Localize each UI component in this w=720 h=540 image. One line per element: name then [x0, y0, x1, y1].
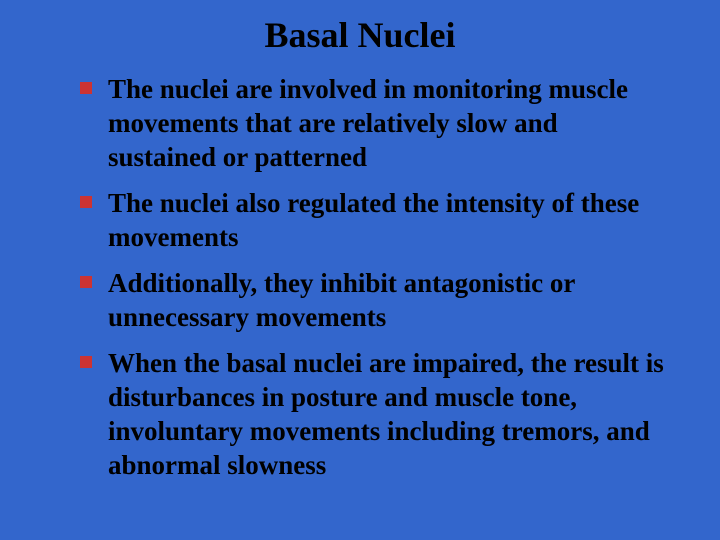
slide-container: Basal Nuclei The nuclei are involved in …	[0, 0, 720, 540]
bullet-list: The nuclei are involved in monitoring mu…	[50, 72, 670, 482]
bullet-text: The nuclei also regulated the intensity …	[108, 188, 639, 252]
square-bullet-icon	[80, 196, 92, 208]
square-bullet-icon	[80, 276, 92, 288]
bullet-text: When the basal nuclei are impaired, the …	[108, 348, 664, 480]
list-item: The nuclei also regulated the intensity …	[80, 186, 670, 254]
slide-title: Basal Nuclei	[50, 14, 670, 56]
list-item: When the basal nuclei are impaired, the …	[80, 346, 670, 482]
list-item: The nuclei are involved in monitoring mu…	[80, 72, 670, 174]
bullet-text: The nuclei are involved in monitoring mu…	[108, 74, 628, 172]
square-bullet-icon	[80, 82, 92, 94]
square-bullet-icon	[80, 356, 92, 368]
bullet-text: Additionally, they inhibit antagonistic …	[108, 268, 575, 332]
list-item: Additionally, they inhibit antagonistic …	[80, 266, 670, 334]
